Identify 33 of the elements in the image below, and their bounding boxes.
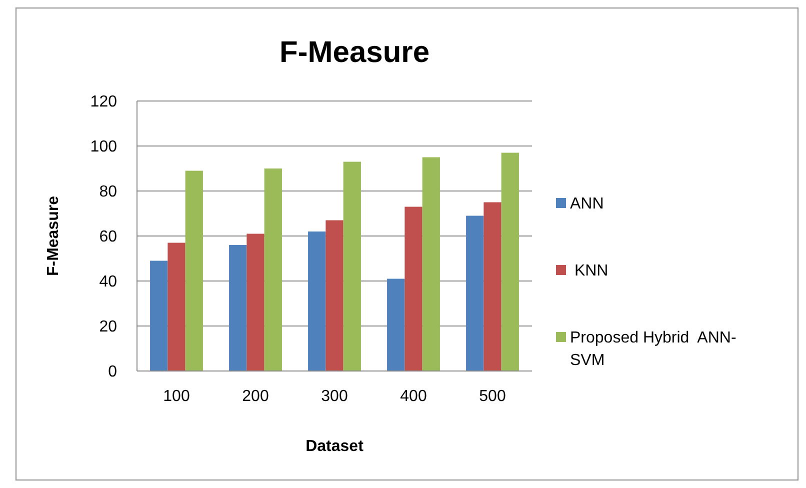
bar — [387, 278, 405, 371]
legend-label: KNN — [570, 262, 608, 280]
bar — [229, 245, 247, 371]
bar — [343, 162, 361, 371]
y-tick-label: 80 — [99, 184, 118, 201]
y-axis-title: F-Measure — [45, 196, 62, 276]
x-tick-label: 100 — [163, 388, 190, 405]
y-tick-label: 100 — [90, 138, 118, 156]
x-tick-label: 400 — [400, 388, 427, 405]
y-tick-label: 60 — [99, 228, 118, 246]
bar — [484, 202, 502, 371]
bar — [326, 220, 344, 371]
bar — [185, 170, 203, 371]
chart-title: F-Measure — [279, 36, 430, 69]
x-tick-label: 300 — [321, 388, 348, 405]
y-tick-label: 0 — [108, 364, 118, 381]
x-tick-label: 200 — [242, 388, 269, 405]
y-tick-label: 40 — [99, 274, 118, 291]
legend-label: ANN — [570, 196, 604, 213]
bar — [404, 206, 422, 371]
x-axis-title: Dataset — [306, 438, 364, 455]
bar — [501, 152, 519, 371]
bar — [422, 157, 440, 371]
bar — [466, 216, 484, 371]
x-tick-label: 500 — [479, 388, 506, 405]
legend-label: Proposed Hybrid ANN-SVM — [570, 330, 736, 369]
bar — [150, 260, 168, 371]
y-tick-label: 120 — [90, 94, 118, 111]
bar — [308, 232, 326, 371]
y-tick-label: 20 — [99, 318, 118, 336]
bar — [264, 168, 282, 371]
bar — [168, 242, 186, 371]
bar — [246, 234, 264, 371]
